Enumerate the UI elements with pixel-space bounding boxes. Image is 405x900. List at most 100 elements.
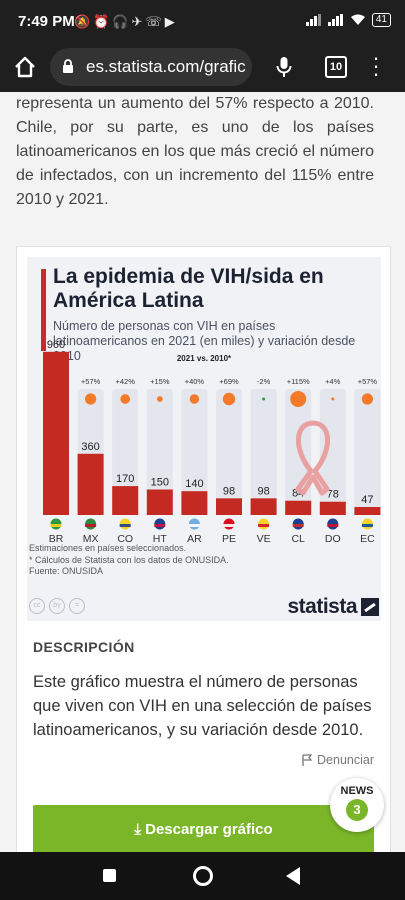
title-accent (41, 269, 46, 351)
statista-logo-mark (361, 598, 379, 616)
report-label: Denunciar (317, 753, 374, 767)
flag-stripe (154, 524, 166, 527)
variation-bubble (290, 391, 307, 407)
back-button[interactable] (286, 867, 300, 885)
wifi-icon (350, 14, 365, 25)
bar-value-label: 98 (223, 485, 235, 497)
note-calculations: * Cálculos de Statista con los datos de … (29, 554, 229, 565)
license-icons: cc by = (29, 598, 85, 614)
chart-column-bg (250, 389, 277, 515)
note-source: Fuente: ONUSIDA (29, 566, 104, 576)
attribution-icon: by (49, 598, 65, 614)
bar-value-label: 78 (327, 489, 339, 501)
variation-bubble (189, 394, 200, 404)
data-bar (285, 500, 312, 515)
variation-bubble (222, 392, 236, 406)
description-heading: DESCRIPCIÓN (33, 639, 135, 655)
overflow-menu-icon[interactable]: · · · (372, 45, 380, 86)
description-text: Este gráfico muestra el número de person… (33, 673, 372, 739)
home-icon[interactable] (12, 54, 38, 80)
data-bar (216, 498, 242, 515)
variation-value: +69% (219, 377, 239, 386)
status-bar: 7:49 PM 🔕⏰🎧✈☏▶ 41 (0, 0, 405, 44)
notification-icons: 🔕⏰🎧✈☏▶ (74, 14, 178, 29)
flag-stripe (258, 524, 270, 527)
variation-value: +15% (150, 377, 170, 386)
article-paragraph: representa un aumento del 57% respecto a… (16, 95, 374, 208)
statista-wordmark: statista (287, 595, 357, 618)
data-bar (146, 489, 173, 515)
chart-column-bg (181, 389, 208, 515)
category-label: CL (291, 533, 305, 545)
system-icons: 41 (305, 13, 391, 27)
flag-stripe (119, 524, 131, 527)
clock: 7:49 PM (18, 13, 75, 30)
tab-switcher-button[interactable]: 10 (325, 56, 347, 78)
data-bar (354, 507, 381, 515)
data-bar (112, 486, 139, 515)
flag-stripe (85, 524, 97, 527)
signal-icon-2 (327, 14, 344, 26)
category-label: VE (257, 533, 271, 545)
news-bubble[interactable]: NEWS 3 (330, 778, 384, 832)
infographic[interactable]: La epidemia de VIH/sida en América Latin… (27, 257, 381, 621)
url-text: es.statista.com/grafic (86, 57, 246, 76)
chart-column-bg (112, 389, 139, 515)
home-button[interactable] (193, 866, 213, 886)
lock-icon (63, 59, 73, 73)
awareness-ribbon-icon (295, 420, 330, 496)
variation-value: +57% (81, 377, 101, 386)
note-estimates: Estimaciones en países seleccionados. (29, 543, 187, 553)
data-bar (250, 498, 277, 515)
bar-value-label: 98 (257, 485, 269, 497)
infographic-subtitle: Número de personas con VIH en países lat… (53, 319, 356, 363)
variation-bubble (120, 394, 131, 404)
article-body: representa un aumento del 57% respecto a… (16, 92, 374, 212)
category-label: CO (117, 533, 133, 545)
chart-column-bg (216, 389, 242, 515)
bar-value-label: 140 (185, 478, 203, 490)
category-label: DO (325, 533, 341, 545)
no-derivatives-icon: = (69, 598, 85, 614)
variation-value: +57% (358, 377, 378, 386)
flag-stripe (292, 524, 304, 527)
signal-icon (305, 14, 322, 26)
category-label: AR (187, 533, 202, 545)
flag-stripe (188, 524, 200, 527)
chart-column-bg (146, 389, 173, 515)
variation-value: +115% (287, 377, 310, 386)
report-link[interactable]: Denunciar (302, 753, 374, 767)
variation-bubble (156, 396, 163, 402)
variation-bubble (361, 393, 374, 405)
chart-card: La epidemia de VIH/sida en América Latin… (16, 246, 391, 878)
data-bar (181, 491, 208, 515)
microphone-icon[interactable] (276, 56, 292, 78)
bar-value-label: 960 (47, 339, 65, 351)
variation-value: +40% (185, 377, 205, 386)
download-chart-button[interactable]: ⤓ Descargar gráfico (33, 805, 374, 855)
variation-value: +42% (115, 377, 135, 386)
url-bar[interactable]: es.statista.com/grafic (50, 48, 252, 86)
infographic-notes: Estimaciones en países seleccionados. * … (29, 543, 289, 578)
bar-value-label: 360 (81, 441, 99, 453)
data-bar (43, 351, 69, 515)
browser-toolbar: es.statista.com/grafic 10 · · · (0, 44, 405, 92)
category-label: HT (153, 533, 168, 545)
infographic-title: La epidemia de VIH/sida en América Latin… (53, 265, 324, 312)
variation-value: -2% (257, 377, 271, 386)
flag-stripe (327, 524, 339, 527)
statista-logo: statista (287, 595, 379, 619)
flag-stripe (361, 524, 373, 527)
category-label: BR (49, 533, 64, 545)
news-count-badge: 3 (346, 799, 368, 821)
flag-stripe (50, 524, 62, 527)
category-label: EC (360, 533, 375, 545)
data-bar (77, 453, 104, 515)
bar-value-label: 47 (361, 494, 373, 506)
news-label: NEWS (340, 785, 374, 797)
variation-value: +4% (325, 377, 341, 386)
bar-value-label: 170 (116, 473, 134, 485)
recents-button[interactable] (103, 869, 116, 882)
flag-icon (302, 754, 313, 766)
bar-chart: +52%960BR+57%360MX+42%170CO+15%150HT+40%… (43, 339, 381, 545)
